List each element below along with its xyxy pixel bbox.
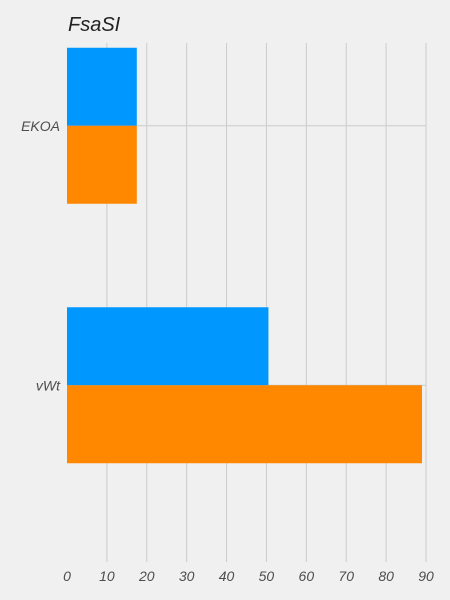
x-tick-label: 0 [63, 568, 71, 584]
x-tick-label: 80 [378, 568, 394, 584]
x-tick-label: 30 [179, 568, 195, 584]
x-tick-labels: 0 10 20 30 40 50 60 70 80 90 [63, 568, 434, 584]
bar [67, 125, 137, 204]
bars [67, 47, 423, 464]
bar [67, 385, 423, 464]
x-tick-label: 20 [138, 568, 155, 584]
x-tick-label: 60 [299, 568, 315, 584]
x-tick-label: 10 [99, 568, 115, 584]
x-tick-label: 50 [259, 568, 275, 584]
x-tick-label: 70 [338, 568, 354, 584]
x-tick-label: 90 [418, 568, 434, 584]
category-labels: EKOA vWt [21, 118, 61, 394]
x-tick-label: 40 [219, 568, 235, 584]
bar [67, 307, 269, 386]
chart-title: FsaSI [68, 14, 121, 36]
category-label: EKOA [21, 118, 60, 134]
category-label: vWt [36, 377, 61, 393]
bar [67, 47, 137, 126]
